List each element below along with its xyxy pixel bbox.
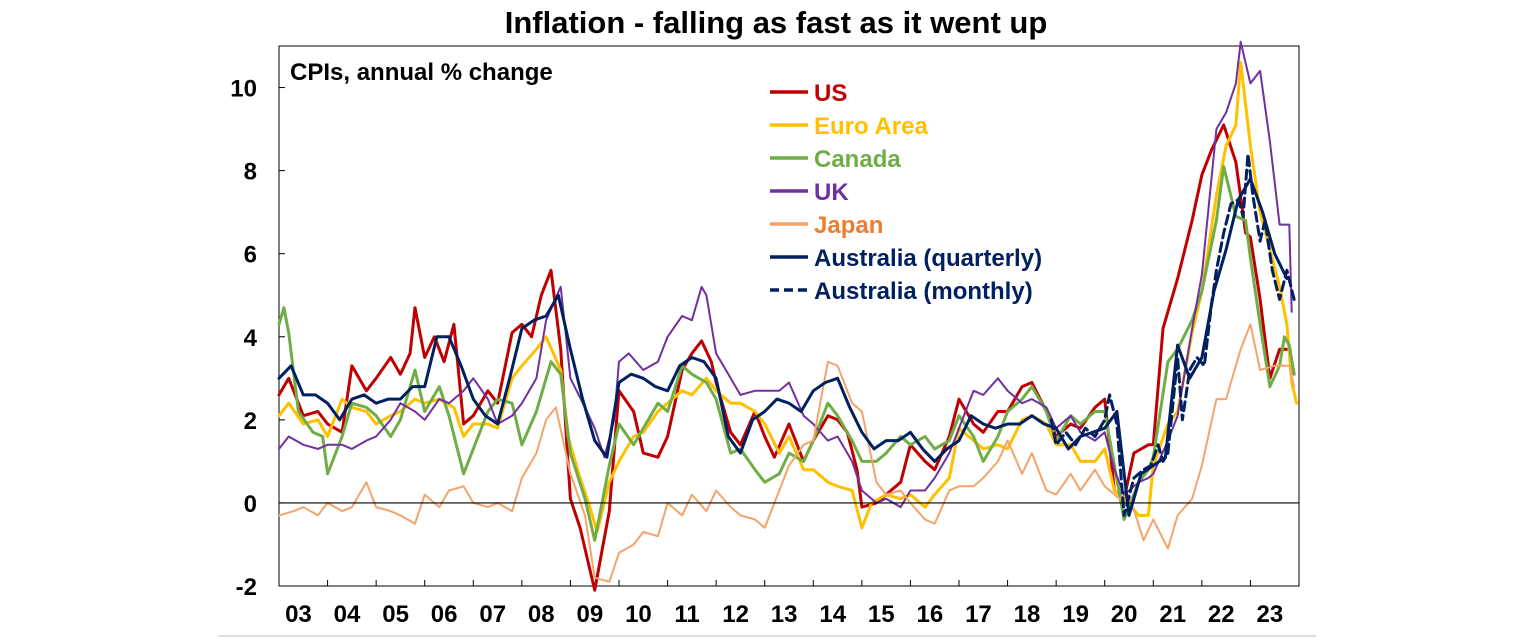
legend-label-australia-quarterly: Australia (quarterly) — [814, 245, 1042, 272]
y-tick-label: 2 — [244, 408, 257, 435]
x-tick-label: 07 — [479, 601, 506, 628]
x-tick-label: 21 — [1159, 601, 1186, 628]
x-tick-label: 06 — [431, 601, 458, 628]
x-tick-label: 03 — [285, 601, 312, 628]
y-tick-label: 6 — [244, 242, 257, 269]
series-line-japan — [278, 323, 1296, 583]
x-tick-label: 23 — [1257, 601, 1284, 628]
x-tick-label: 04 — [334, 601, 361, 628]
x-tick-label: 09 — [577, 601, 604, 628]
legend-label-japan: Japan — [814, 212, 883, 239]
series-line-euro-area — [277, 61, 1299, 534]
x-tick-label: 19 — [1062, 601, 1089, 628]
series-layer — [277, 40, 1299, 592]
x-tick-label: 16 — [917, 601, 944, 628]
x-tick-label: 22 — [1208, 601, 1235, 628]
x-tick-label: 18 — [1014, 601, 1041, 628]
x-tick-label: 12 — [722, 601, 749, 628]
axis-layer: -2 0 2 4 6 8 10 03 04 05 06 07 08 09 10 11 12 13 14 15 16 17 1… — [230, 76, 1299, 628]
x-tick-label: 17 — [965, 601, 992, 628]
y-tick-label: 8 — [244, 159, 257, 186]
y-tick-label: 10 — [230, 76, 257, 103]
y-tick-label: 0 — [244, 491, 257, 518]
plot-frame — [278, 45, 1300, 587]
series-line-australia-quarterly — [277, 177, 1289, 517]
series-line-australia-monthly — [1049, 152, 1296, 517]
legend-label-canada: Canada — [814, 146, 901, 173]
x-tick-label: 05 — [382, 601, 409, 628]
x-tick-label: 15 — [868, 601, 895, 628]
chart-title: Inflation - falling as fast as it went u… — [505, 5, 1048, 40]
legend-label-euro-area: Euro Area — [814, 113, 928, 140]
legend-label-us: US — [814, 80, 847, 107]
series-line-uk — [278, 40, 1293, 509]
y-tick-label: -2 — [236, 574, 257, 601]
legend-label-australia-monthly: Australia (monthly) — [814, 278, 1033, 305]
legend: US Euro Area Canada UK Japan Australia (quart… — [770, 80, 1042, 305]
x-tick-label: 20 — [1111, 601, 1138, 628]
y-tick-label: 4 — [244, 325, 258, 352]
legend-label-uk: UK — [814, 179, 849, 206]
x-tick-label: 13 — [771, 601, 798, 628]
chart-subtitle: CPIs, annual % change — [290, 59, 553, 86]
x-tick-label: 08 — [528, 601, 555, 628]
x-tick-label: 10 — [625, 601, 652, 628]
x-tick-label: 11 — [674, 601, 699, 628]
x-tick-label: 14 — [819, 601, 846, 628]
series-line-us — [277, 123, 1296, 592]
